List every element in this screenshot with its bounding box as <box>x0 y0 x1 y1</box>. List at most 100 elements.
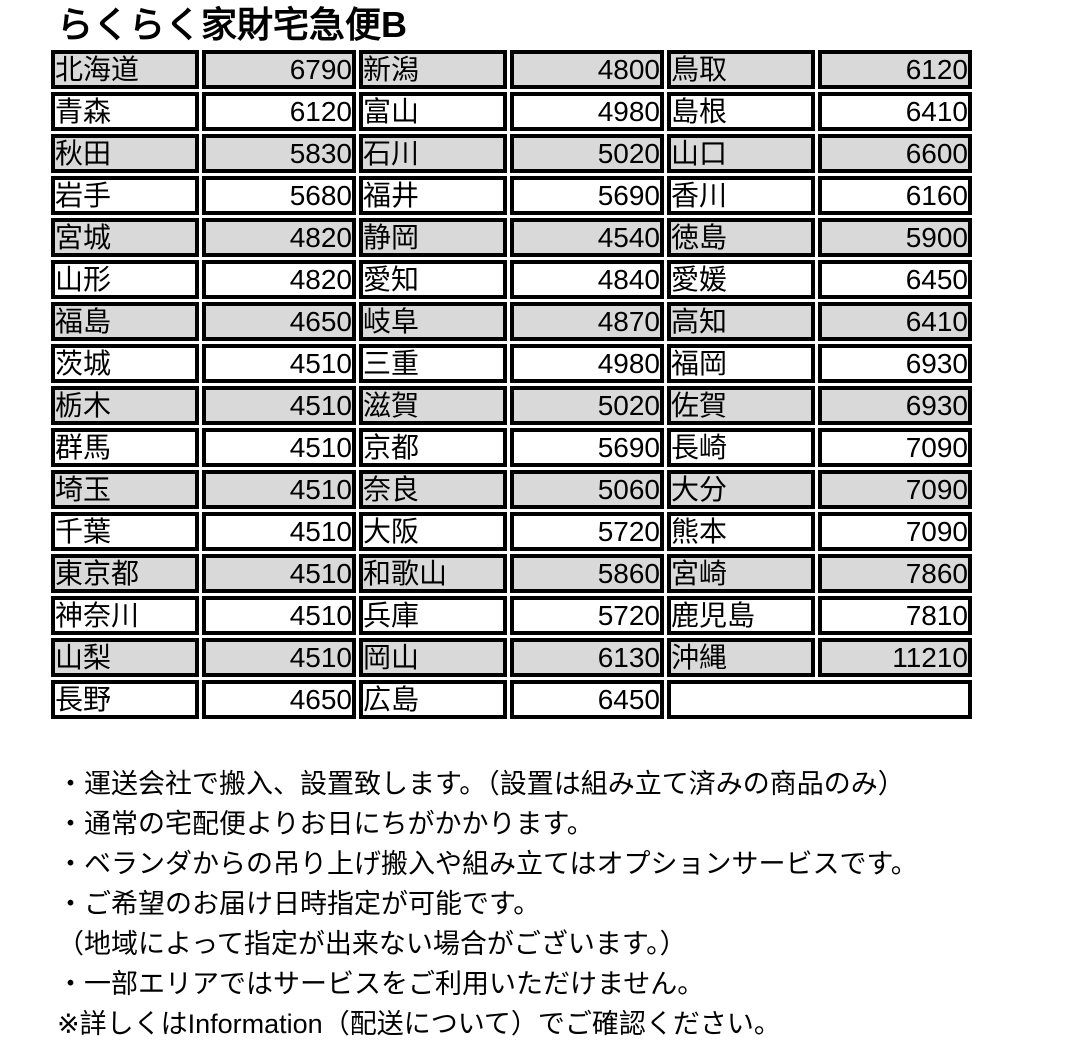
region-cell: 静岡 <box>359 217 507 257</box>
note-line: ・ベランダからの吊り上げ搬入や組み立てはオプションサービスです。 <box>57 848 918 879</box>
region-cell: 宮崎 <box>667 553 815 593</box>
region-cell: 岐阜 <box>359 301 507 341</box>
region-cell: 東京都 <box>51 553 199 593</box>
region-cell: 長野 <box>51 679 199 719</box>
price-cell: 4650 <box>202 679 356 719</box>
price-cell: 4980 <box>510 343 664 383</box>
price-cell: 6450 <box>818 259 972 299</box>
price-cell: 4650 <box>202 301 356 341</box>
region-cell: 熊本 <box>667 511 815 551</box>
region-cell: 山形 <box>51 259 199 299</box>
price-cell: 7090 <box>818 469 972 509</box>
note-line: （地域によって指定が出来ない場合がございます。） <box>57 928 687 959</box>
region-cell: 和歌山 <box>359 553 507 593</box>
table-row: 北海道 6790 新潟 4800 鳥取 6120 <box>51 49 972 89</box>
table-row: 茨城 4510 三重 4980 福岡 6930 <box>51 343 972 383</box>
region-cell: 茨城 <box>51 343 199 383</box>
price-cell: 4540 <box>510 217 664 257</box>
region-cell: 岩手 <box>51 175 199 215</box>
region-cell: 鹿児島 <box>667 595 815 635</box>
region-cell: 鳥取 <box>667 49 815 89</box>
price-cell: 6930 <box>818 343 972 383</box>
table-row: 群馬 4510 京都 5690 長崎 7090 <box>51 427 972 467</box>
region-cell: 大阪 <box>359 511 507 551</box>
region-cell: 徳島 <box>667 217 815 257</box>
table-row: 長野 4650 広島 6450 <box>51 679 972 719</box>
region-cell: 愛知 <box>359 259 507 299</box>
price-cell: 4510 <box>202 595 356 635</box>
region-cell: 沖縄 <box>667 637 815 677</box>
region-cell: 神奈川 <box>51 595 199 635</box>
price-cell: 5900 <box>818 217 972 257</box>
price-cell: 11210 <box>818 637 972 677</box>
note-line: ・ご希望のお届け日時指定が可能です。 <box>57 888 541 919</box>
price-cell: 6120 <box>818 49 972 89</box>
region-cell: 秋田 <box>51 133 199 173</box>
region-cell: 青森 <box>51 91 199 131</box>
price-cell: 5690 <box>510 175 664 215</box>
region-cell: 奈良 <box>359 469 507 509</box>
table-row: 栃木 4510 滋賀 5020 佐賀 6930 <box>51 385 972 425</box>
price-cell: 6130 <box>510 637 664 677</box>
table-row: 東京都 4510 和歌山 5860 宮崎 7860 <box>51 553 972 593</box>
region-cell: 滋賀 <box>359 385 507 425</box>
price-cell: 7860 <box>818 553 972 593</box>
price-cell: 5020 <box>510 133 664 173</box>
table-row: 福島 4650 岐阜 4870 高知 6410 <box>51 301 972 341</box>
region-cell: 愛媛 <box>667 259 815 299</box>
price-cell: 7810 <box>818 595 972 635</box>
price-cell: 6410 <box>818 91 972 131</box>
price-cell: 5830 <box>202 133 356 173</box>
region-cell: 京都 <box>359 427 507 467</box>
price-cell: 6410 <box>818 301 972 341</box>
region-cell: 大分 <box>667 469 815 509</box>
region-cell: 山口 <box>667 133 815 173</box>
price-cell: 6450 <box>510 679 664 719</box>
price-cell: 4510 <box>202 469 356 509</box>
price-cell: 6160 <box>818 175 972 215</box>
price-cell: 4840 <box>510 259 664 299</box>
note-line: ・運送会社で搬入、設置致します。（設置は組み立て済みの商品のみ） <box>57 768 905 799</box>
region-cell: 山梨 <box>51 637 199 677</box>
price-cell: 7090 <box>818 511 972 551</box>
price-cell: 5690 <box>510 427 664 467</box>
note-line: ※詳しくはInformation（配送について）でご確認ください。 <box>57 1008 781 1039</box>
region-cell: 石川 <box>359 133 507 173</box>
region-cell: 栃木 <box>51 385 199 425</box>
price-cell: 6600 <box>818 133 972 173</box>
region-cell: 高知 <box>667 301 815 341</box>
price-cell: 5720 <box>510 511 664 551</box>
region-cell: 佐賀 <box>667 385 815 425</box>
region-cell: 新潟 <box>359 49 507 89</box>
region-cell: 富山 <box>359 91 507 131</box>
price-cell: 4510 <box>202 637 356 677</box>
price-cell: 5720 <box>510 595 664 635</box>
note-line: ・一部エリアではサービスをご利用いただけません。 <box>57 968 705 999</box>
notes: ・運送会社で搬入、設置致します。（設置は組み立て済みの商品のみ） ・通常の宅配便… <box>57 764 1080 1044</box>
table-row: 青森 6120 富山 4980 島根 6410 <box>51 91 972 131</box>
price-cell: 4980 <box>510 91 664 131</box>
price-cell: 4510 <box>202 427 356 467</box>
price-cell: 6120 <box>202 91 356 131</box>
price-cell: 6930 <box>818 385 972 425</box>
price-cell: 5680 <box>202 175 356 215</box>
page-title: らくらく家財宅急便B <box>57 4 407 45</box>
region-cell: 香川 <box>667 175 815 215</box>
table-row: 山梨 4510 岡山 6130 沖縄 11210 <box>51 637 972 677</box>
price-cell: 4820 <box>202 259 356 299</box>
price-cell: 4510 <box>202 385 356 425</box>
region-cell: 広島 <box>359 679 507 719</box>
price-cell: 6790 <box>202 49 356 89</box>
table-row: 秋田 5830 石川 5020 山口 6600 <box>51 133 972 173</box>
price-cell: 5060 <box>510 469 664 509</box>
table-row: 宮城 4820 静岡 4540 徳島 5900 <box>51 217 972 257</box>
table-row: 岩手 5680 福井 5690 香川 6160 <box>51 175 972 215</box>
shipping-rate-table: 北海道 6790 新潟 4800 鳥取 6120 青森 6120 富山 4980 島根 6410 秋田 5… <box>48 46 975 722</box>
region-cell: 兵庫 <box>359 595 507 635</box>
price-cell: 4820 <box>202 217 356 257</box>
price-cell: 5860 <box>510 553 664 593</box>
price-cell: 4800 <box>510 49 664 89</box>
note-line: ・通常の宅配便よりお日にちがかかります。 <box>57 808 594 839</box>
table-row: 埼玉 4510 奈良 5060 大分 7090 <box>51 469 972 509</box>
